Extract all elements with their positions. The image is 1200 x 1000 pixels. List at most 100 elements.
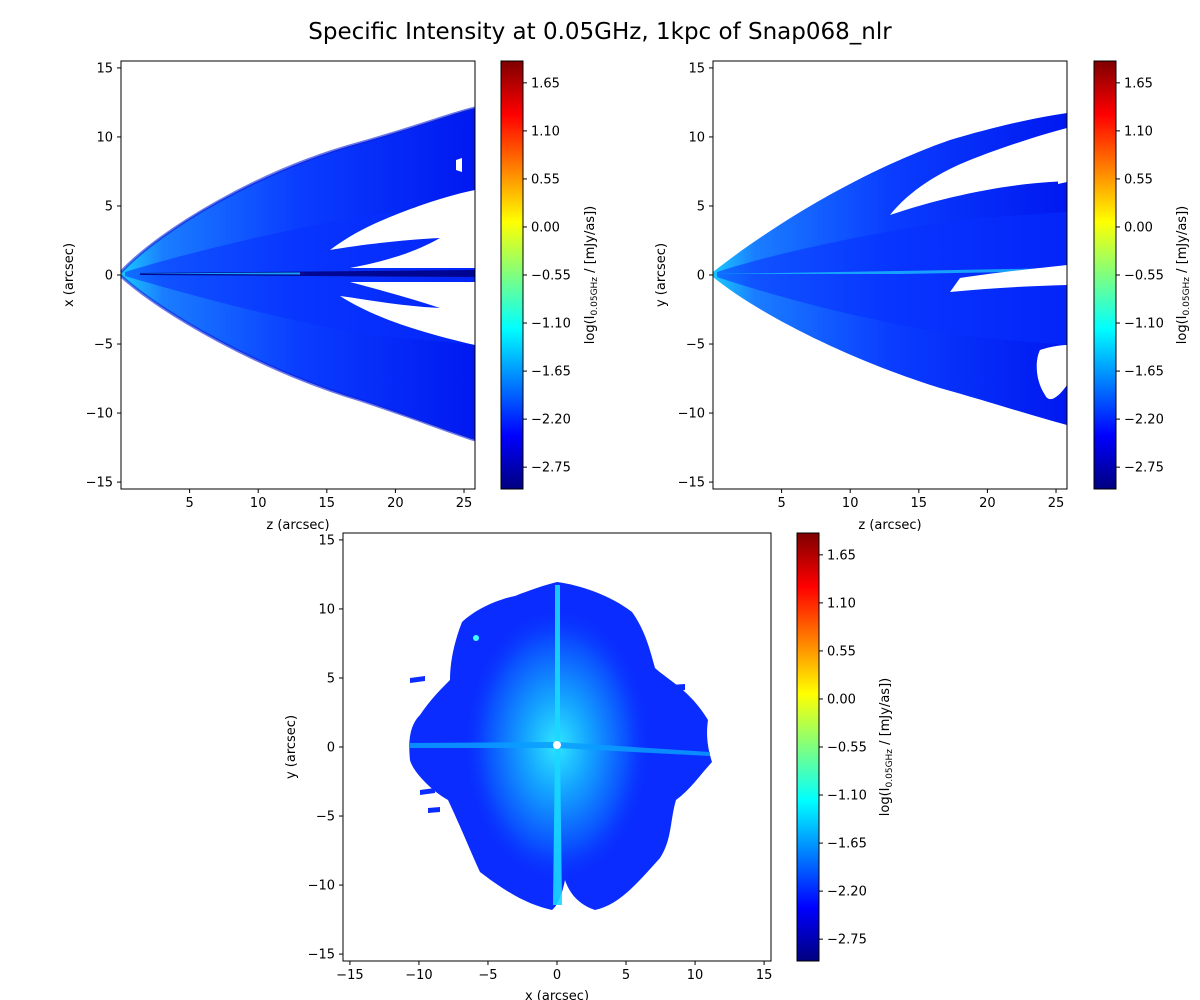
colorbar-tick-label: −2.75 — [1124, 461, 1164, 476]
y-tick-label: 15 — [96, 61, 113, 76]
y-tick-label: −15 — [308, 948, 335, 963]
colorbar-ticks: −2.75 −2.20 −1.65 −1.10 −0.55 0.00 0.55 1.10 1.6… — [819, 548, 867, 948]
colorbar-tick-label: −2.75 — [531, 461, 571, 476]
x-tick-label: 20 — [979, 496, 996, 511]
x-axis-label: z (arcsec) — [266, 518, 329, 533]
colorbar-tick-label: −2.20 — [827, 885, 867, 900]
y-axis-ticks: −15 −10 −5 0 5 10 15 — [86, 61, 121, 491]
y-tick-label: −5 — [94, 338, 113, 353]
colorbar: −2.75 −2.20 −1.65 −1.10 −0.55 0.00 0.55 1.10 1.6… — [796, 532, 895, 962]
colorbar-tick-label: −1.65 — [827, 837, 867, 852]
colorbar-tick-label: 0.55 — [827, 644, 856, 659]
colorbar-label-prefix: log(I — [1175, 315, 1190, 344]
x-axis-ticks: 5 10 15 20 25 — [777, 489, 1064, 511]
colorbar-tick-label: −0.55 — [1124, 269, 1164, 284]
panel-bottom: −15 −10 −5 0 5 10 15 −15 −10 −5 0 5 10 15 x (arcsec)… — [284, 532, 895, 1000]
colorbar-gradient — [1093, 60, 1117, 490]
colorbar-label-prefix: log(I — [583, 315, 598, 344]
panel-top-left: 5 10 15 20 25 −15 −10 −5 0 5 10 15 z (arcsec) x (a… — [62, 60, 600, 533]
empty-region — [890, 128, 1067, 215]
y-tick-label: 10 — [688, 130, 705, 145]
empty-region — [456, 158, 462, 172]
figure-title: Specific Intensity at 0.05GHz, 1kpc of S… — [308, 19, 892, 45]
y-axis-label: y (arcsec) — [284, 715, 299, 779]
colorbar-tick-label: 0.00 — [827, 692, 856, 707]
x-axis-label: x (arcsec) — [525, 989, 589, 1000]
streak — [410, 676, 700, 813]
x-tick-label: 15 — [319, 496, 336, 511]
colorbar-tick-label: −1.10 — [827, 789, 867, 804]
y-tick-label: 15 — [318, 533, 335, 548]
colorbar-label-suffix: / [mJy/as]) — [878, 678, 893, 749]
colorbar-tick-label: −0.55 — [531, 269, 571, 284]
emission-inner — [717, 212, 1067, 345]
x-tick-label: −10 — [405, 968, 432, 983]
jet-axis — [140, 270, 475, 277]
jet-horizontal — [410, 742, 710, 756]
heatmap-image — [119, 106, 476, 442]
x-tick-label: −5 — [478, 968, 497, 983]
colorbar-label: log(I0.05GHz / [mJy/as]) — [583, 206, 600, 344]
colorbar-label-prefix: log(I — [878, 787, 893, 816]
colorbar-tick-label: −0.55 — [827, 741, 867, 756]
y-tick-label: 5 — [327, 671, 335, 686]
colorbar-tick-label: 0.55 — [1124, 172, 1153, 187]
y-tick-label: 10 — [96, 130, 113, 145]
colorbar-tick-label: 1.10 — [531, 124, 560, 139]
colorbar: −2.75 −2.20 −1.65 −1.10 −0.55 0.00 0.55 1.10 1.6… — [500, 60, 600, 490]
x-tick-label: 15 — [756, 968, 773, 983]
heatmap-image — [713, 113, 1067, 425]
x-axis-label: z (arcsec) — [858, 518, 921, 533]
y-tick-label: 5 — [105, 199, 113, 214]
x-tick-label: 20 — [387, 496, 404, 511]
x-tick-label: 25 — [1048, 496, 1065, 511]
colorbar-ticks: −2.75 −2.20 −1.65 −1.10 −0.55 0.00 0.55 1.10 1.6… — [1116, 76, 1164, 476]
colorbar-ticks: −2.75 −2.20 −1.65 −1.10 −0.55 0.00 0.55 1.10 1.6… — [523, 76, 571, 476]
x-tick-label: 5 — [185, 496, 193, 511]
x-axis-ticks: −15 −10 −5 0 5 10 15 — [336, 961, 772, 983]
y-tick-label: −15 — [86, 476, 113, 491]
y-axis-ticks: −15 −10 −5 0 5 10 15 — [678, 61, 713, 491]
colorbar-label: log(I0.05GHz / [mJy/as]) — [1175, 206, 1192, 344]
y-tick-label: −10 — [86, 407, 113, 422]
colorbar-gradient — [500, 60, 524, 490]
colorbar-label-sub: 0.05GHz — [1182, 277, 1192, 316]
panel-top-right: 5 10 15 20 25 −15 −10 −5 0 5 10 15 z (arcsec) y (a… — [654, 60, 1192, 533]
y-tick-label: 15 — [688, 61, 705, 76]
colorbar-label-sub: 0.05GHz — [590, 277, 600, 316]
colorbar-tick-label: −1.10 — [1124, 317, 1164, 332]
colorbar-label-sub: 0.05GHz — [885, 749, 895, 788]
colorbar-tick-label: 1.65 — [1124, 76, 1153, 91]
x-tick-label: −15 — [336, 968, 363, 983]
x-tick-label: 10 — [842, 496, 859, 511]
y-tick-label: −10 — [308, 879, 335, 894]
y-axis-label: x (arcsec) — [62, 243, 77, 307]
empty-region — [950, 265, 1067, 292]
x-tick-label: 10 — [250, 496, 267, 511]
x-tick-label: 25 — [456, 496, 473, 511]
jet-axis — [713, 268, 1067, 274]
y-tick-label: −15 — [678, 476, 705, 491]
x-tick-label: 15 — [911, 496, 928, 511]
y-axis-label: y (arcsec) — [654, 243, 669, 307]
x-tick-label: 5 — [777, 496, 785, 511]
colorbar-tick-label: −1.65 — [1124, 365, 1164, 380]
x-tick-label: 5 — [622, 968, 630, 983]
colorbar-tick-label: 1.10 — [827, 596, 856, 611]
colorbar-tick-label: −1.65 — [531, 365, 571, 380]
colorbar: −2.75 −2.20 −1.65 −1.10 −0.55 0.00 0.55 1.10 1.6… — [1093, 60, 1192, 490]
y-tick-label: −10 — [678, 407, 705, 422]
y-tick-label: −5 — [316, 810, 335, 825]
colorbar-tick-label: −2.20 — [531, 413, 571, 428]
hotspot — [473, 635, 479, 641]
y-tick-label: 5 — [697, 199, 705, 214]
heatmap-image — [409, 582, 712, 910]
y-tick-label: 0 — [697, 269, 705, 284]
y-tick-label: −5 — [686, 338, 705, 353]
x-tick-label: 10 — [687, 968, 704, 983]
colorbar-tick-label: 0.00 — [1124, 220, 1153, 235]
colorbar-tick-label: −2.75 — [827, 933, 867, 948]
y-tick-label: 10 — [318, 602, 335, 617]
colorbar-tick-label: −2.20 — [1124, 413, 1164, 428]
